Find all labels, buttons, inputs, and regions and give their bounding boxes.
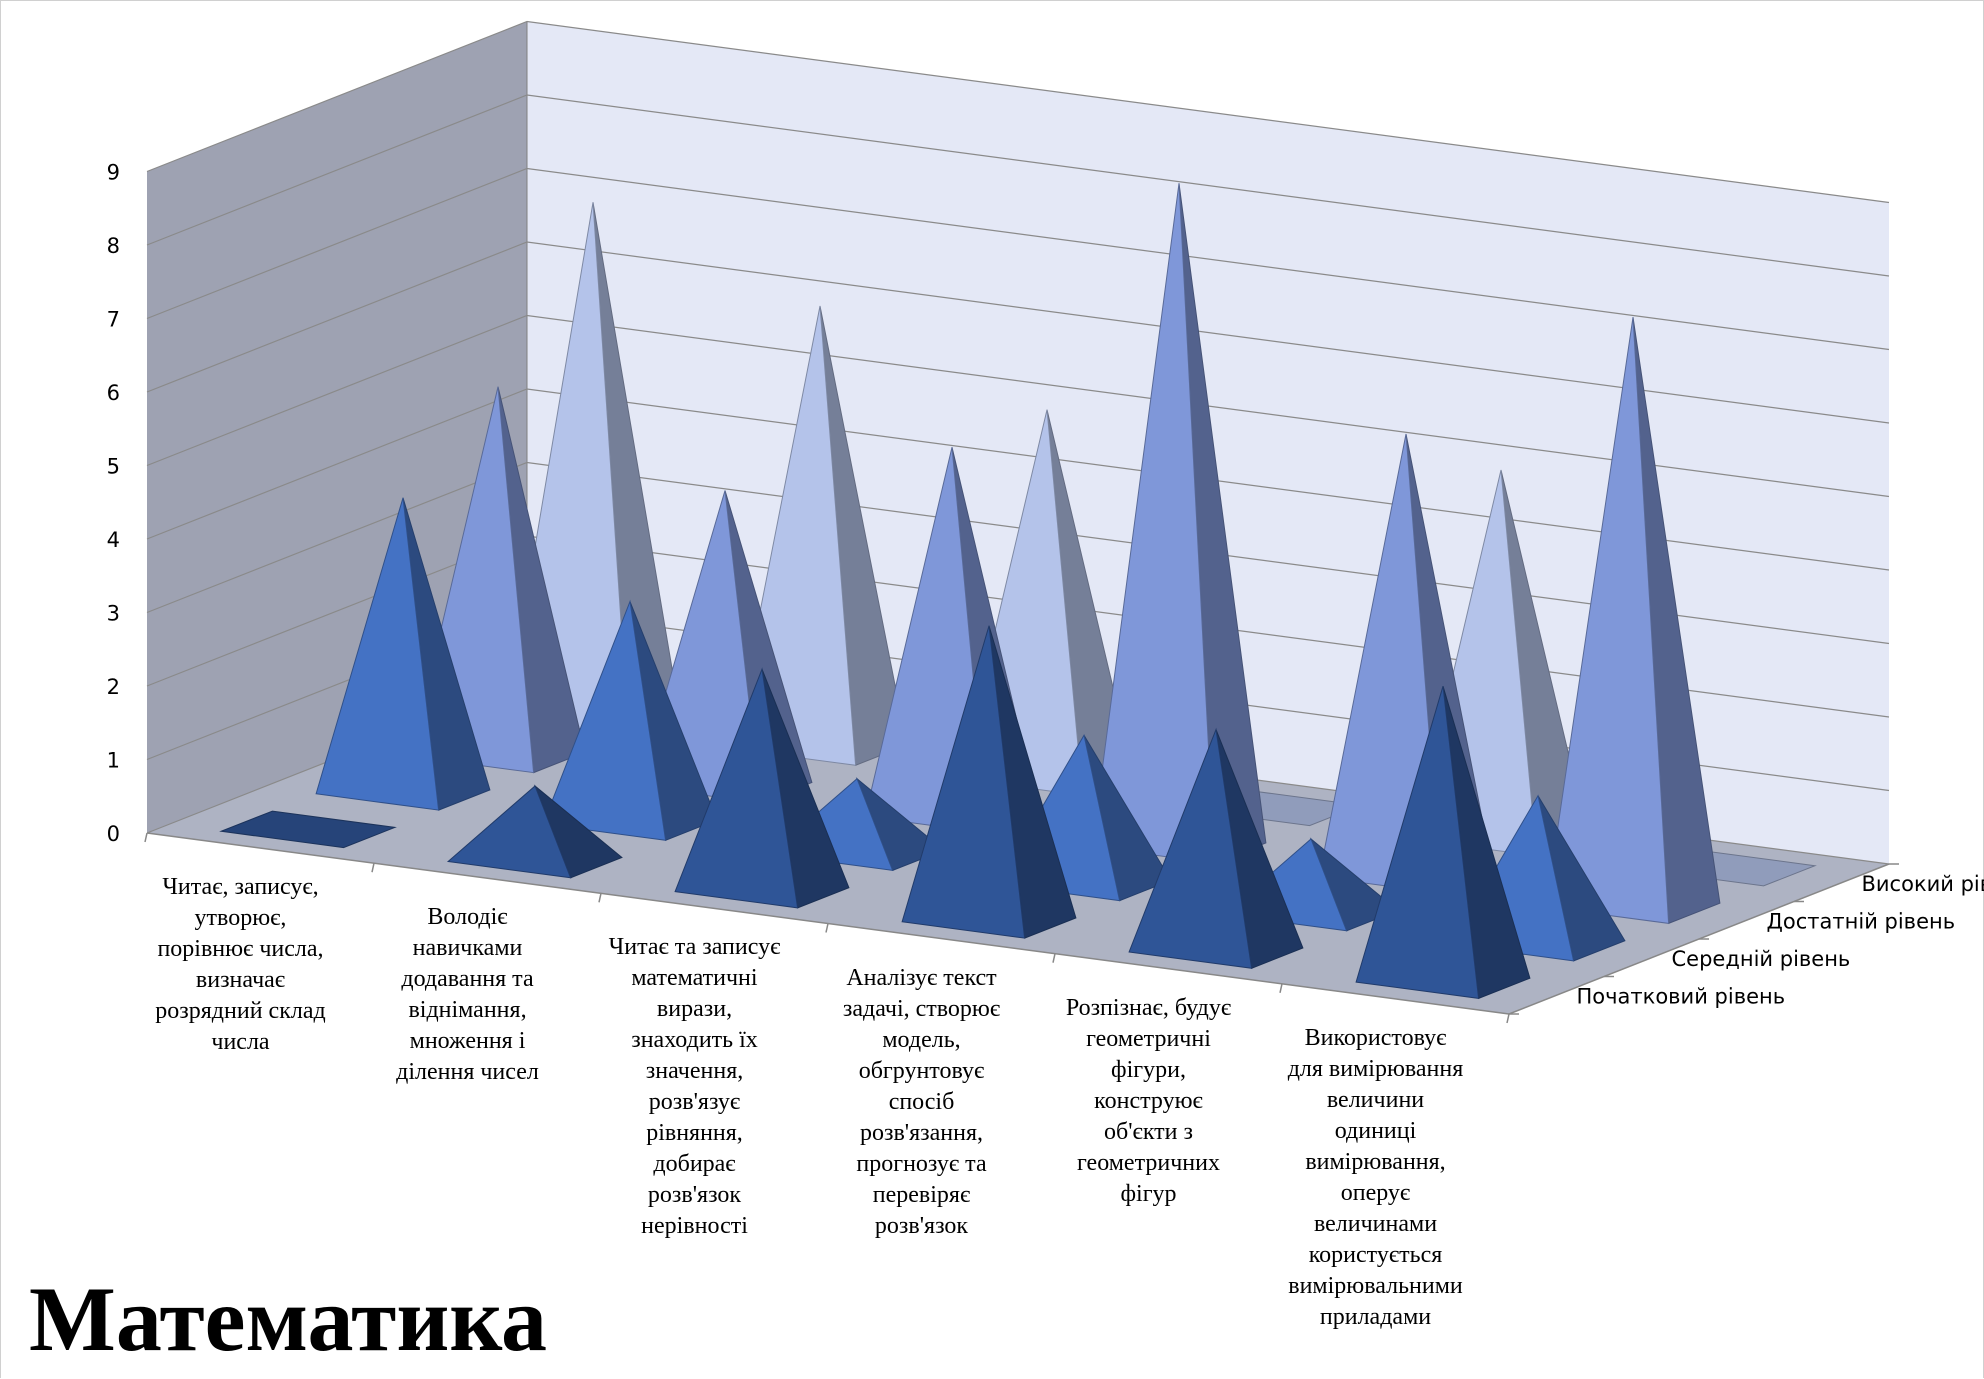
x-tick bbox=[372, 863, 374, 872]
category-label: Розпізнає, будує геометричні фігури, кон… bbox=[1039, 993, 1259, 1210]
y-tick-label: 1 bbox=[107, 749, 120, 773]
category-label: Аналізує текст задачі, створює модель, о… bbox=[812, 963, 1032, 1242]
depth-label: Достатній рівень bbox=[1767, 909, 1956, 933]
y-tick-label: 0 bbox=[107, 822, 120, 846]
x-tick bbox=[1280, 984, 1282, 993]
depth-label: Середній рівень bbox=[1672, 947, 1851, 971]
x-tick bbox=[1507, 1014, 1509, 1023]
page-title: Математика bbox=[29, 1269, 547, 1369]
y-tick-label: 5 bbox=[107, 455, 120, 479]
category-label: Володіє навичками додавання та відніманн… bbox=[358, 902, 578, 1088]
y-tick-label: 7 bbox=[107, 308, 120, 332]
category-label: Читає, записує, утворює, порівнює числа,… bbox=[131, 872, 351, 1058]
y-tick-label: 3 bbox=[107, 602, 120, 626]
x-tick bbox=[145, 833, 147, 842]
y-axis: 0 1 2 3 4 5 6 7 8 9 bbox=[107, 161, 120, 847]
x-tick bbox=[1053, 954, 1055, 963]
category-label: Використовує для вимірювання величини од… bbox=[1266, 1023, 1486, 1333]
category-label: Читає та записує математичні вирази, зна… bbox=[585, 932, 805, 1242]
depth-label: Початковий рівень bbox=[1577, 984, 1786, 1008]
y-tick-label: 2 bbox=[107, 675, 120, 699]
y-tick-label: 4 bbox=[107, 528, 120, 552]
y-tick-label: 9 bbox=[107, 161, 120, 185]
y-tick-label: 8 bbox=[107, 234, 120, 258]
depth-label: Високий рівень bbox=[1862, 872, 1984, 896]
x-tick bbox=[826, 924, 828, 933]
y-tick-label: 6 bbox=[107, 381, 120, 405]
x-tick bbox=[599, 893, 601, 902]
